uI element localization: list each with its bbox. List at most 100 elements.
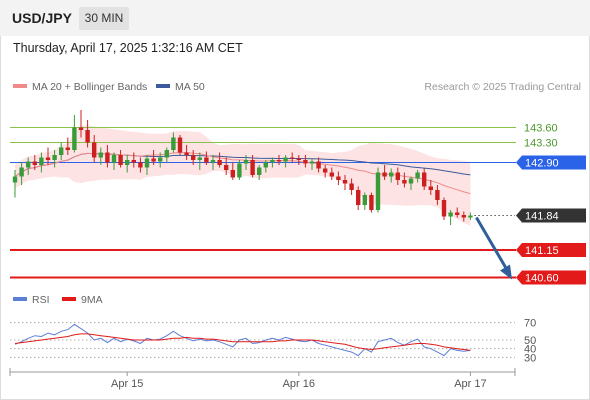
candle	[230, 162, 235, 180]
candle	[197, 152, 202, 170]
candle-body	[224, 165, 229, 170]
candle	[329, 167, 334, 180]
candle	[356, 186, 361, 210]
bollinger-band-layer	[15, 125, 471, 226]
candle-body	[382, 172, 387, 177]
candle	[224, 157, 229, 175]
candle-body	[276, 160, 282, 162]
rsi-legend-label: RSI	[32, 294, 50, 306]
candle	[78, 110, 84, 138]
candle-body	[283, 157, 288, 162]
resistance-level-label: 143.60	[524, 123, 558, 135]
candle	[336, 171, 341, 185]
price-level-tag	[516, 243, 586, 257]
candle-body	[415, 172, 420, 179]
candle-body	[151, 158, 156, 162]
candle	[237, 160, 242, 180]
candle-body	[395, 172, 400, 180]
candle	[316, 157, 321, 173]
candle-body	[290, 157, 295, 159]
candle	[105, 145, 110, 168]
candle	[184, 145, 189, 160]
timeframe-button[interactable]: 30 MIN	[79, 7, 129, 30]
candle	[283, 155, 288, 168]
candle-body	[270, 160, 275, 163]
candle	[85, 120, 90, 148]
candle	[243, 155, 249, 170]
candle-body	[342, 180, 348, 184]
candle	[290, 152, 295, 163]
candle-body	[184, 152, 189, 155]
candle	[263, 160, 268, 173]
candle	[257, 165, 262, 180]
candle	[455, 207, 460, 218]
candle	[362, 192, 367, 210]
candle-body	[316, 161, 321, 169]
price-level-tag-label: 141.84	[525, 211, 559, 223]
candle	[309, 158, 315, 170]
candle	[191, 150, 196, 165]
candle	[296, 155, 301, 165]
candle	[177, 135, 183, 155]
ma20-line	[14, 152, 471, 195]
x-axis: Apr 15 Apr 16 Apr 17	[9, 368, 516, 390]
candle-body	[19, 167, 24, 177]
candle	[92, 135, 97, 163]
rsi-legend-swatch	[13, 297, 27, 301]
candle-body	[329, 172, 334, 177]
candle-body	[59, 147, 64, 155]
candle	[369, 192, 374, 213]
candle	[415, 170, 420, 183]
candle-body	[204, 157, 209, 163]
candle-body	[389, 172, 394, 177]
rsi-ma-legend-swatch	[62, 297, 76, 301]
candle-body	[468, 215, 473, 218]
rsi-ma-legend-label: 9MA	[81, 294, 103, 306]
candle-body	[296, 158, 301, 160]
price-level-tag	[516, 155, 586, 170]
candle-body	[144, 158, 150, 168]
candle-body	[369, 195, 374, 210]
candle	[468, 212, 473, 220]
candle-body	[303, 160, 308, 164]
candle-body	[408, 178, 414, 184]
candle-body	[138, 162, 143, 168]
candle-body	[32, 161, 37, 165]
candle	[39, 152, 44, 173]
candle-body	[375, 172, 381, 210]
candle	[375, 167, 381, 213]
candle-body	[52, 155, 57, 160]
rsi-line	[14, 323, 471, 357]
candle	[349, 178, 354, 195]
forecast-arrow	[475, 216, 510, 273]
candle	[72, 115, 77, 153]
candle-body	[171, 137, 176, 150]
candle	[422, 168, 427, 190]
candle-body	[65, 147, 70, 150]
candle-body	[402, 180, 407, 184]
candle	[32, 155, 37, 170]
candle-body	[448, 212, 453, 217]
candle-body	[455, 212, 460, 215]
bollinger-band	[15, 125, 471, 226]
level-labels-layer: 143.60 143.30 142.90 141.84 141.15 140.60	[516, 123, 586, 285]
resistance-level-label: 143.30	[524, 138, 558, 150]
candle	[19, 162, 24, 185]
candle	[26, 157, 31, 175]
candle-body	[197, 157, 202, 160]
candle	[65, 137, 70, 155]
candles-layer	[12, 110, 473, 225]
forecast-arrow-head	[500, 264, 512, 280]
candle-body	[12, 176, 18, 183]
ma20-legend-label: MA 20 + Bollinger Bands	[32, 81, 147, 93]
candle	[210, 155, 216, 170]
candle	[111, 152, 117, 170]
rsi-tick-label: 40	[524, 344, 536, 356]
candle-body	[323, 168, 328, 173]
candle-body	[210, 160, 216, 163]
candle	[395, 167, 400, 185]
ma50-legend-swatch	[156, 84, 170, 88]
chart-header: USD/JPY 30 MIN	[0, 0, 590, 36]
candle-body	[336, 176, 341, 180]
